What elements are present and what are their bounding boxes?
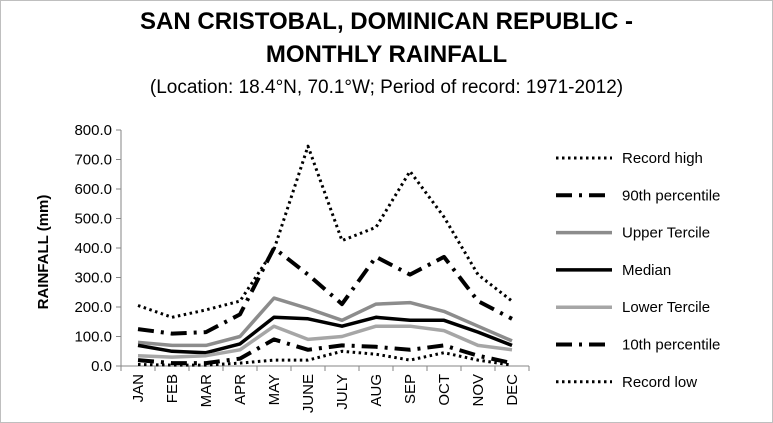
axes: 0.0 100.0 200.0 300.0 400.0 500.0 600.0 700.0 80… [35, 122, 530, 413]
legend-label: Upper Tercile [622, 225, 710, 242]
y-tick-label: 100.0 [74, 329, 112, 346]
x-tick-label: JUNE [300, 374, 317, 413]
x-tick-label: FEB [164, 374, 181, 403]
y-tick-label: 600.0 [74, 181, 112, 198]
legend-label: 10th percentile [622, 337, 720, 354]
x-tick-label: JAN [130, 374, 147, 402]
x-tick-label: DEC [504, 374, 521, 406]
y-tick-label: 700.0 [74, 152, 112, 169]
chart-title-line1: SAN CRISTOBAL, DOMINICAN REPUBLIC - [140, 8, 633, 35]
legend: Record high 90th percentile Upper Tercile M… [556, 150, 720, 391]
y-axis-label: RAINFALL (mm) [35, 195, 52, 310]
y-tick-label: 0.0 [91, 358, 112, 375]
y-tick-label: 300.0 [74, 270, 112, 287]
chart-title-line2: MONTHLY RAINFALL [265, 41, 508, 68]
y-tick-label: 200.0 [74, 299, 112, 316]
x-tick-label: APR [232, 374, 249, 405]
series-lines [137, 144, 513, 367]
x-tick-label: AUG [368, 374, 385, 407]
x-tick-label: JULY [334, 374, 351, 410]
legend-label: Record low [622, 374, 697, 391]
series-line-upper-tercile [137, 296, 513, 348]
y-tick-label: 800.0 [74, 122, 112, 139]
x-tick-label: MAR [198, 374, 215, 408]
series-line-lower-tercile [137, 324, 513, 359]
x-tick-label: MAY [266, 374, 283, 405]
legend-label: 90th percentile [622, 187, 720, 204]
chart-subtitle: (Location: 18.4°N, 70.1°W; Period of rec… [149, 77, 624, 98]
series-line-median [137, 315, 513, 355]
legend-label: Median [622, 262, 671, 279]
y-tick-label: 500.0 [74, 211, 112, 228]
y-tick-label: 400.0 [74, 240, 112, 257]
series-line-90th-percentile [137, 246, 513, 336]
legend-label: Lower Tercile [622, 299, 710, 316]
series-line-record-high [137, 144, 513, 319]
legend-label: Record high [622, 150, 703, 167]
x-tick-label: OCT [436, 374, 453, 406]
x-tick-label: SEP [402, 374, 419, 404]
series-line-record-low [137, 349, 513, 367]
x-tick-label: NOV [470, 374, 487, 407]
